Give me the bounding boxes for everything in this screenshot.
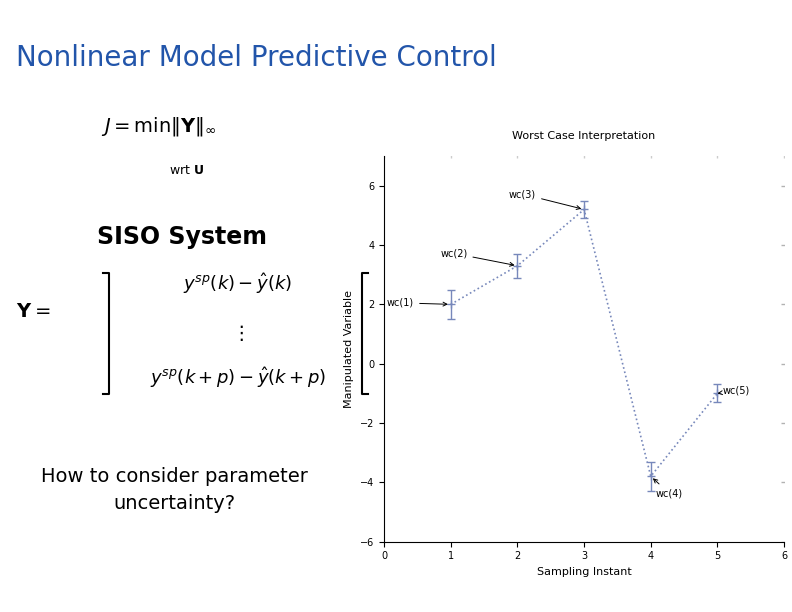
Text: wc(4): wc(4) <box>653 479 683 499</box>
Text: Worst Case Interpretation: Worst Case Interpretation <box>512 130 656 141</box>
Text: Diaz-Mendoza R. and Budman H: Diaz-Mendoza R. and Budman H <box>16 590 196 600</box>
Text: wc(3): wc(3) <box>509 189 581 209</box>
Text: $\vdots$: $\vdots$ <box>231 323 244 343</box>
Text: wc(1): wc(1) <box>387 298 447 308</box>
Text: wc(2): wc(2) <box>440 248 514 266</box>
Text: $J = \mathrm{min}\|\mathbf{Y}\|_{\infty}$: $J = \mathrm{min}\|\mathbf{Y}\|_{\infty}… <box>101 115 216 138</box>
Text: $\mathbf{Y} =$: $\mathbf{Y} =$ <box>16 302 51 321</box>
Text: $y^{sp}(k+p) - \hat{y}(k+p)$: $y^{sp}(k+p) - \hat{y}(k+p)$ <box>150 365 326 390</box>
X-axis label: Sampling Instant: Sampling Instant <box>537 567 631 577</box>
Y-axis label: Manipulated Variable: Manipulated Variable <box>345 290 355 408</box>
Text: How to consider parameter
uncertainty?: How to consider parameter uncertainty? <box>41 468 307 513</box>
Text: Nonlinear Model Predictive Control: Nonlinear Model Predictive Control <box>16 44 497 72</box>
Text: wc(5): wc(5) <box>718 386 750 396</box>
Text: Introduction   Nonlinear Model Predictive Control: Introduction Nonlinear Model Predictive … <box>244 7 548 20</box>
Text: wrt $\mathbf{U}$: wrt $\mathbf{U}$ <box>169 164 204 177</box>
Text: Robust NMPC using Volterra Models and the SSV: Robust NMPC using Volterra Models and th… <box>436 590 706 600</box>
Text: SISO System: SISO System <box>97 225 267 249</box>
Text: $y^{sp}(k) - \hat{y}(k)$: $y^{sp}(k) - \hat{y}(k)$ <box>183 271 292 296</box>
